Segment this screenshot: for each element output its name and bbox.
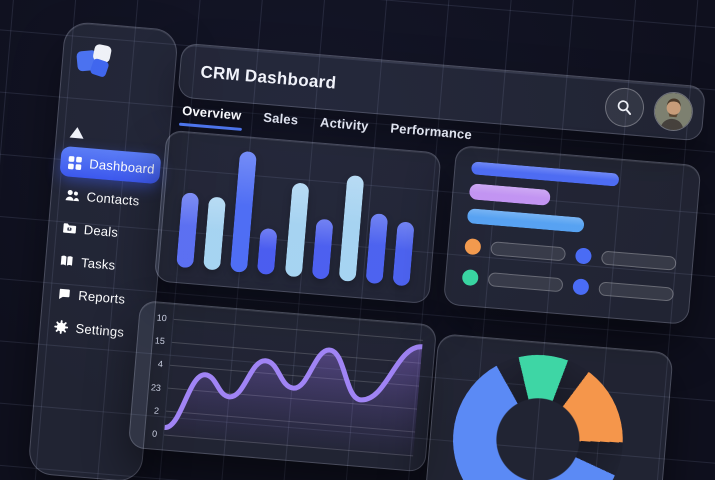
y-axis-tick-label: 15 bbox=[154, 335, 166, 347]
sidebar-item-reports[interactable]: Reports bbox=[48, 277, 150, 315]
settings-icon bbox=[53, 318, 69, 334]
y-axis-tick-label: 4 bbox=[157, 359, 164, 370]
bar bbox=[230, 150, 258, 273]
tab-overview[interactable]: Overview bbox=[181, 103, 242, 131]
line-chart-panel: 10 15 4 23 2 0 bbox=[127, 300, 438, 473]
sidebar-item-label: Settings bbox=[75, 320, 125, 340]
y-axis-tick-label: 2 bbox=[153, 405, 160, 416]
page-title: CRM Dashboard bbox=[199, 61, 338, 93]
activity-bar bbox=[466, 208, 585, 233]
dashboard-icon bbox=[67, 154, 83, 170]
sidebar-item-dashboard[interactable]: Dashboard bbox=[59, 145, 162, 185]
contacts-icon bbox=[64, 187, 80, 203]
bar bbox=[284, 181, 310, 278]
trend-line bbox=[163, 344, 424, 431]
donut-chart bbox=[446, 347, 630, 480]
topbar: CRM Dashboard bbox=[177, 42, 707, 142]
sidebar-item-label: Deals bbox=[83, 221, 119, 240]
app-logo bbox=[75, 43, 127, 91]
activity-content bbox=[461, 161, 683, 308]
avatar-image bbox=[653, 91, 694, 132]
legend-placeholder-bar bbox=[600, 250, 677, 271]
legend-dot bbox=[574, 247, 593, 265]
legend-dot bbox=[464, 238, 482, 256]
sidebar-item-label: Tasks bbox=[80, 254, 116, 273]
bar bbox=[257, 227, 278, 276]
area-fill bbox=[163, 346, 423, 457]
sidebar-item-label: Contacts bbox=[86, 188, 141, 209]
sidebar-item-settings[interactable]: Settings bbox=[46, 310, 148, 348]
search-button[interactable] bbox=[603, 86, 646, 129]
bar-chart-panel bbox=[153, 129, 442, 305]
topbar-actions bbox=[603, 86, 695, 133]
tab-sales[interactable]: Sales bbox=[262, 109, 299, 128]
y-axis-tick-label: 10 bbox=[156, 312, 168, 324]
activity-bar bbox=[470, 161, 620, 187]
reports-icon bbox=[56, 286, 72, 302]
donut-chart-panel bbox=[421, 333, 674, 480]
legend-dot bbox=[461, 268, 479, 287]
bar bbox=[365, 212, 389, 285]
bar bbox=[176, 192, 200, 269]
bar bbox=[203, 196, 227, 271]
y-axis-tick-label: 23 bbox=[150, 381, 162, 393]
sidebar-item-deals[interactable]: Deals bbox=[54, 212, 156, 250]
user-avatar[interactable] bbox=[652, 90, 695, 133]
sidebar-item-label: Dashboard bbox=[88, 155, 156, 177]
deals-icon bbox=[61, 220, 77, 236]
bar bbox=[311, 217, 334, 280]
triangle-up-icon[interactable] bbox=[69, 126, 85, 139]
legend-dot bbox=[572, 278, 590, 296]
tasks-icon bbox=[59, 253, 75, 269]
tab-activity[interactable]: Activity bbox=[319, 114, 370, 134]
search-icon bbox=[617, 100, 632, 115]
activity-panel bbox=[442, 144, 702, 325]
y-axis-tick-label: 0 bbox=[151, 428, 158, 439]
activity-bar bbox=[468, 183, 551, 206]
activity-legend bbox=[461, 238, 677, 303]
area-line-chart bbox=[163, 344, 424, 457]
legend-placeholder-bar bbox=[487, 272, 564, 293]
bar-chart-bars bbox=[176, 146, 419, 287]
sidebar-item-contacts[interactable]: Contacts bbox=[57, 179, 159, 217]
bar bbox=[392, 221, 415, 287]
activity-bars bbox=[466, 161, 683, 241]
bar bbox=[338, 174, 365, 282]
legend-placeholder-bar bbox=[490, 241, 567, 262]
sidebar-item-label: Reports bbox=[77, 287, 126, 307]
tab-performance[interactable]: Performance bbox=[389, 120, 473, 143]
legend-placeholder-bar bbox=[598, 281, 675, 302]
sidebar-item-tasks[interactable]: Tasks bbox=[51, 245, 153, 283]
